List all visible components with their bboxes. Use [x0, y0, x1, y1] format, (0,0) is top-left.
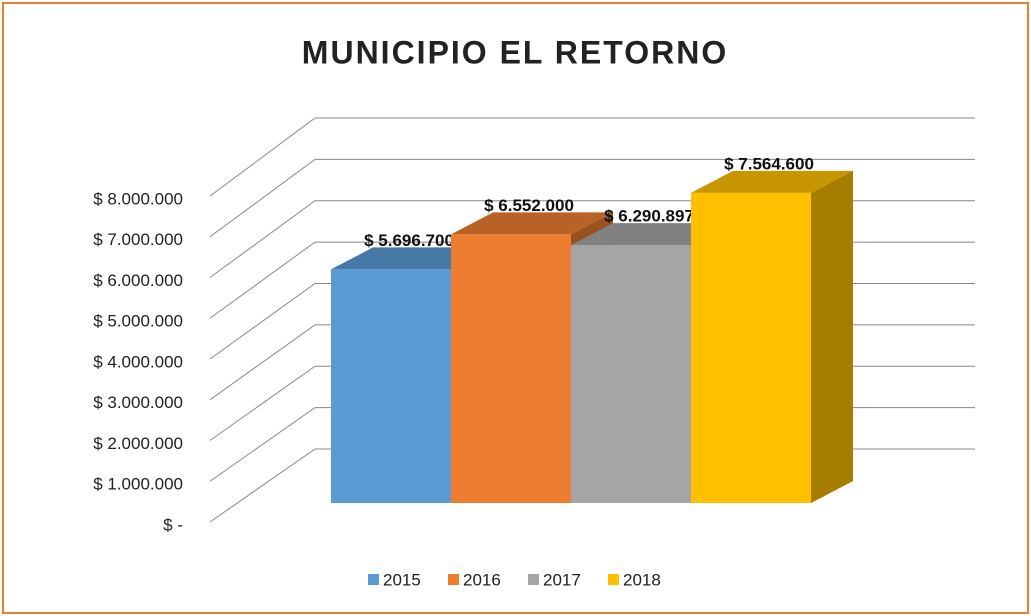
legend-swatch [528, 574, 539, 585]
y-tick-label: $ 7.000.000 [93, 230, 183, 249]
y-tick-label: $ 2.000.000 [93, 434, 183, 453]
y-tick-label: $ 6.000.000 [93, 271, 183, 290]
y-tick-label: $ 4.000.000 [93, 352, 183, 371]
legend-label: 2018 [623, 570, 661, 589]
chart-title: MUNICIPIO EL RETORNO [302, 34, 728, 70]
legend-swatch [608, 574, 619, 585]
data-label: $ 5.696.700 [364, 231, 454, 250]
bar-side [811, 170, 853, 504]
bar [451, 234, 571, 504]
y-tick-label: $ 5.000.000 [93, 312, 183, 331]
legend-swatch [368, 574, 379, 585]
bar [691, 192, 811, 504]
y-tick-label: $ - [163, 515, 183, 534]
bar [331, 269, 451, 503]
legend-swatch [448, 574, 459, 585]
data-label: $ 6.290.897 [604, 207, 694, 226]
y-tick-label: $ 1.000.000 [93, 475, 183, 494]
grid-line [209, 158, 975, 238]
legend-label: 2017 [543, 570, 581, 589]
bar [571, 245, 691, 503]
legend-label: 2016 [463, 570, 501, 589]
y-tick-label: $ 3.000.000 [93, 393, 183, 412]
bar-top [451, 212, 613, 235]
grid-line [209, 117, 975, 197]
legend-label: 2015 [383, 570, 421, 589]
bar-top [691, 170, 853, 193]
y-tick-label: $ 8.000.000 [93, 189, 183, 208]
data-label: $ 6.552.000 [484, 196, 574, 215]
data-label: $ 7.564.600 [724, 154, 814, 173]
